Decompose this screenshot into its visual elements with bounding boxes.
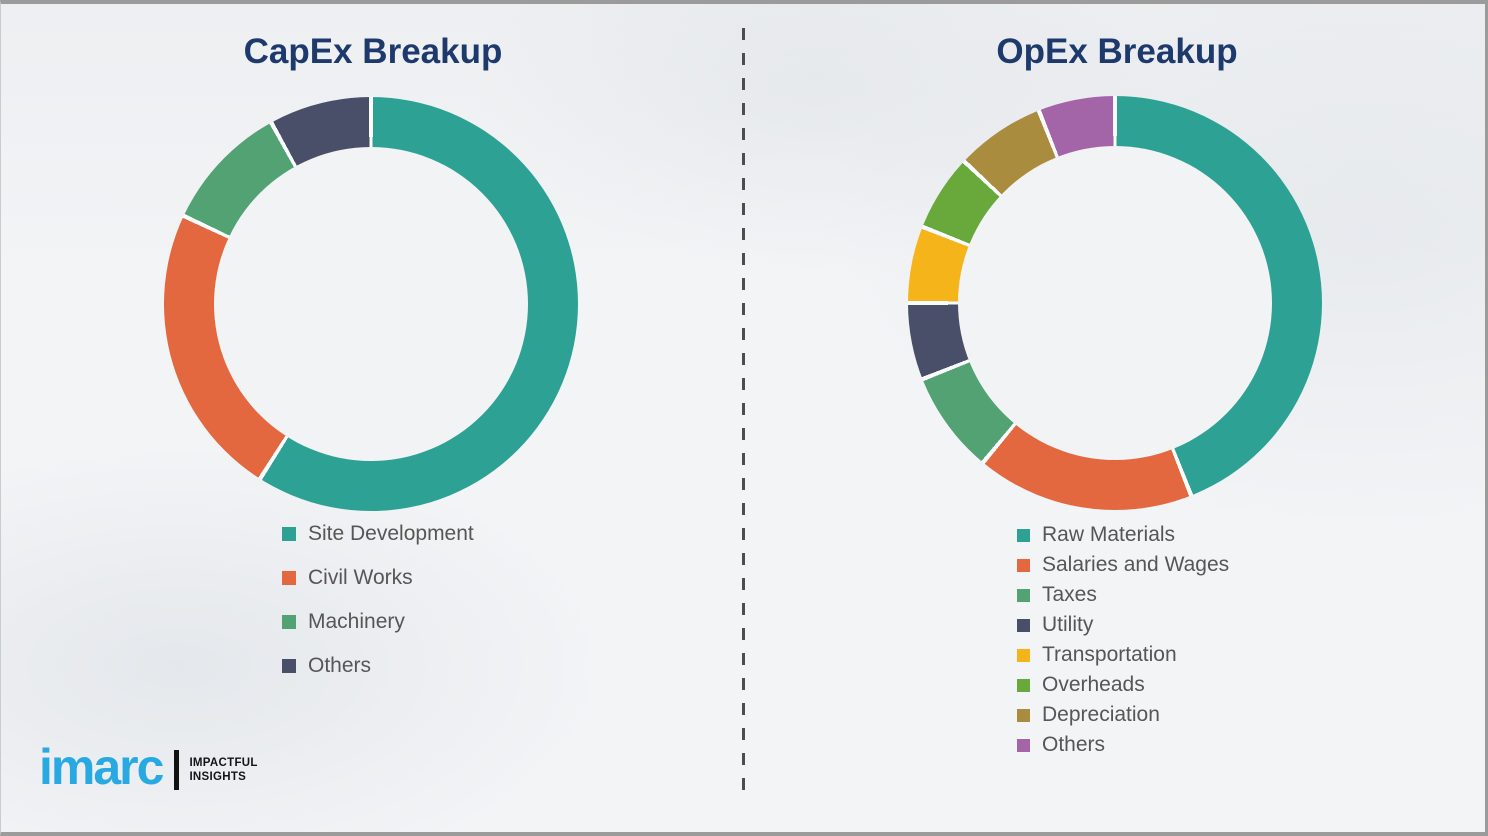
legend-item-raw-materials: Raw Materials (1017, 520, 1229, 550)
imarc-logo: imarc IMPACTFUL INSIGHTS (39, 742, 258, 792)
capex-donut-chart (164, 97, 578, 511)
legend-item-overheads: Overheads (1017, 670, 1229, 700)
capex-panel: CapEx Breakup Site Development Civil Work… (1, 4, 745, 832)
legend-color-swatch (282, 659, 296, 673)
legend-label: Utility (1042, 613, 1094, 636)
imarc-tagline: IMPACTFUL INSIGHTS (189, 756, 257, 784)
legend-item-machinery: Machinery (282, 600, 474, 644)
legend-label: Raw Materials (1042, 523, 1176, 546)
legend-item-others: Others (1017, 730, 1229, 760)
imarc-logo-divider-bar (174, 750, 180, 790)
legend-item-civil-works: Civil Works (282, 556, 474, 600)
legend-item-utility: Utility (1017, 610, 1229, 640)
imarc-tagline-line1: IMPACTFUL (189, 757, 258, 769)
legend-label: Others (1042, 733, 1106, 756)
legend-label: Overheads (1042, 673, 1145, 696)
legend-label: Others (308, 654, 372, 677)
vertical-dashed-divider (742, 28, 745, 796)
opex-title: OpEx Breakup (996, 32, 1238, 71)
legend-label: Civil Works (308, 566, 413, 589)
legend-item-depreciation: Depreciation (1017, 700, 1229, 730)
legend-color-swatch (282, 527, 296, 541)
legend-color-swatch (1017, 558, 1030, 572)
legend-color-swatch (1017, 528, 1030, 542)
legend-label: Taxes (1042, 583, 1097, 606)
legend-color-swatch (1017, 708, 1030, 722)
opex-donut-chart (908, 96, 1322, 510)
legend-item-site-development: Site Development (282, 512, 474, 556)
imarc-brand-text: imarc (39, 739, 164, 795)
legend-color-swatch (1017, 588, 1030, 602)
legend-label: Depreciation (1042, 703, 1160, 726)
legend-color-swatch (1017, 618, 1030, 632)
capex-donut-hole (214, 147, 528, 461)
legend-label: Salaries and Wages (1042, 553, 1230, 576)
legend-item-taxes: Taxes (1017, 580, 1229, 610)
imarc-tagline-line2: INSIGHTS (189, 771, 247, 783)
legend-color-swatch (282, 615, 296, 629)
legend-color-swatch (1017, 738, 1030, 752)
legend-label: Site Development (308, 522, 474, 545)
legend-color-swatch (282, 571, 296, 585)
opex-donut-hole (958, 146, 1272, 460)
legend-item-transportation: Transportation (1017, 640, 1229, 670)
legend-item-salaries-and-wages: Salaries and Wages (1017, 550, 1229, 580)
legend-item-others: Others (282, 644, 474, 688)
legend-label: Machinery (308, 610, 405, 633)
opex-legend: Raw Materials Salaries and Wages Taxes Util… (1017, 520, 1229, 760)
legend-color-swatch (1017, 678, 1030, 692)
legend-color-swatch (1017, 648, 1030, 662)
capex-title: CapEx Breakup (243, 32, 503, 71)
legend-label: Transportation (1042, 643, 1177, 666)
capex-legend: Site Development Civil Works Machinery Othe… (282, 512, 474, 688)
opex-panel: OpEx Breakup Raw Materials Salaries and W… (745, 4, 1485, 832)
